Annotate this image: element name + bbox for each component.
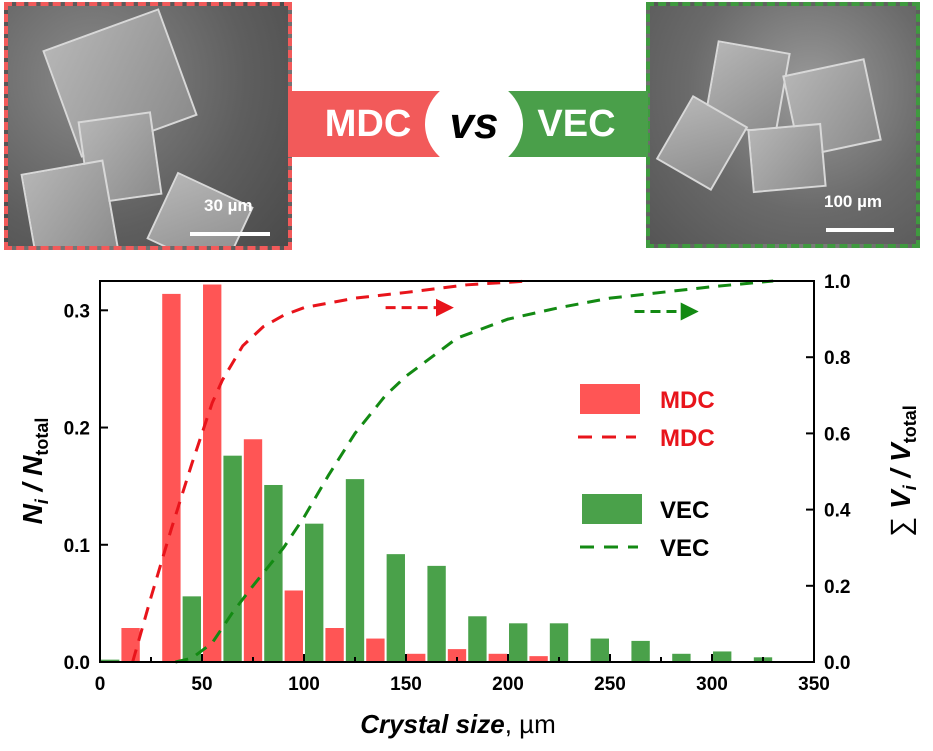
bar-vec-85: [264, 484, 283, 662]
legend-swatch-vec-bar: [582, 494, 642, 524]
bar-vec-125: [345, 479, 365, 662]
bar-mdc-15: [121, 628, 140, 662]
banner-vs: vs: [425, 78, 523, 170]
bar-vec-205: [509, 623, 528, 662]
bar-mdc-55: [203, 284, 222, 662]
x-tick-label: 300: [696, 674, 728, 695]
bar-vec-5: [101, 659, 120, 662]
y-left-tick-label: 0.2: [64, 419, 90, 440]
bar-vec-305: [713, 651, 732, 662]
bar-vec-65: [223, 455, 242, 662]
x-tick-label: 50: [191, 674, 212, 695]
legend: MDC MDC VEC VEC: [578, 384, 715, 562]
legend-swatch-mdc-bar: [580, 384, 640, 414]
bar-vec-165: [427, 565, 446, 662]
legend-label-vec-bar: VEC: [660, 497, 709, 524]
bar-mdc-95: [284, 590, 303, 662]
bar-mdc-175: [447, 649, 467, 662]
y-left-tick-label: 0.0: [64, 653, 90, 674]
bar-vec-185: [468, 616, 487, 662]
y-axis-left-label: Ni / Ntotal: [17, 418, 52, 525]
y-left-tick-label: 0.3: [64, 301, 90, 322]
x-tick-label: 0: [95, 674, 106, 695]
bar-vec-45: [182, 596, 201, 662]
y-right-tick-label: 0.8: [824, 348, 850, 369]
y-right-tick-label: 0.2: [824, 577, 850, 598]
x-tick-label: 200: [492, 674, 524, 695]
legend-label-mdc-bar: MDC: [660, 387, 715, 414]
scale-bar: [826, 228, 894, 232]
legend-label-vec-line: VEC: [660, 535, 709, 562]
legend-label-mdc-line: MDC: [660, 425, 715, 452]
y-right-tick-label: 0.4: [824, 501, 851, 522]
x-tick-label: 250: [594, 674, 626, 695]
scale-bar: [190, 232, 270, 236]
bar-vec-105: [305, 523, 324, 662]
banner-vec: VEC: [505, 91, 648, 157]
bar-vec-285: [672, 653, 691, 662]
bar-mdc-135: [366, 638, 385, 662]
bar-vec-225: [549, 623, 569, 662]
y-right-tick-label: 0.0: [824, 653, 850, 674]
bar-mdc-215: [529, 656, 548, 662]
x-tick-label: 100: [288, 674, 320, 695]
scale-label: 30 µm: [204, 196, 253, 215]
banner-mdc: MDC: [288, 91, 448, 157]
bar-mdc-35: [162, 293, 181, 662]
bar-vec-265: [631, 640, 650, 662]
bar-mdc-75: [243, 439, 263, 662]
bar-vec-145: [386, 554, 405, 662]
y-right-tick-label: 0.6: [824, 424, 850, 445]
x-tick-label: 350: [798, 674, 830, 695]
bar-vec-245: [590, 638, 609, 662]
sem-image-vec: 100 µm: [646, 2, 920, 248]
sem-image-mdc: 30 µm: [4, 2, 292, 250]
y-left-tick-label: 0.1: [64, 536, 91, 557]
cumulative-line-vec: [175, 279, 774, 664]
x-axis-label: Crystal size, µm: [360, 709, 556, 739]
bar-mdc-155: [407, 653, 426, 662]
x-tick-label: 150: [390, 674, 422, 695]
scale-label: 100 µm: [824, 192, 882, 211]
y-axis-right-label: ∑ Vi / Vtotal: [885, 405, 920, 536]
bar-mdc-195: [488, 653, 507, 662]
bar-mdc-115: [325, 628, 344, 662]
cumulative-line-mdc: [131, 279, 529, 663]
y-right-tick-label: 1.0: [824, 272, 850, 293]
